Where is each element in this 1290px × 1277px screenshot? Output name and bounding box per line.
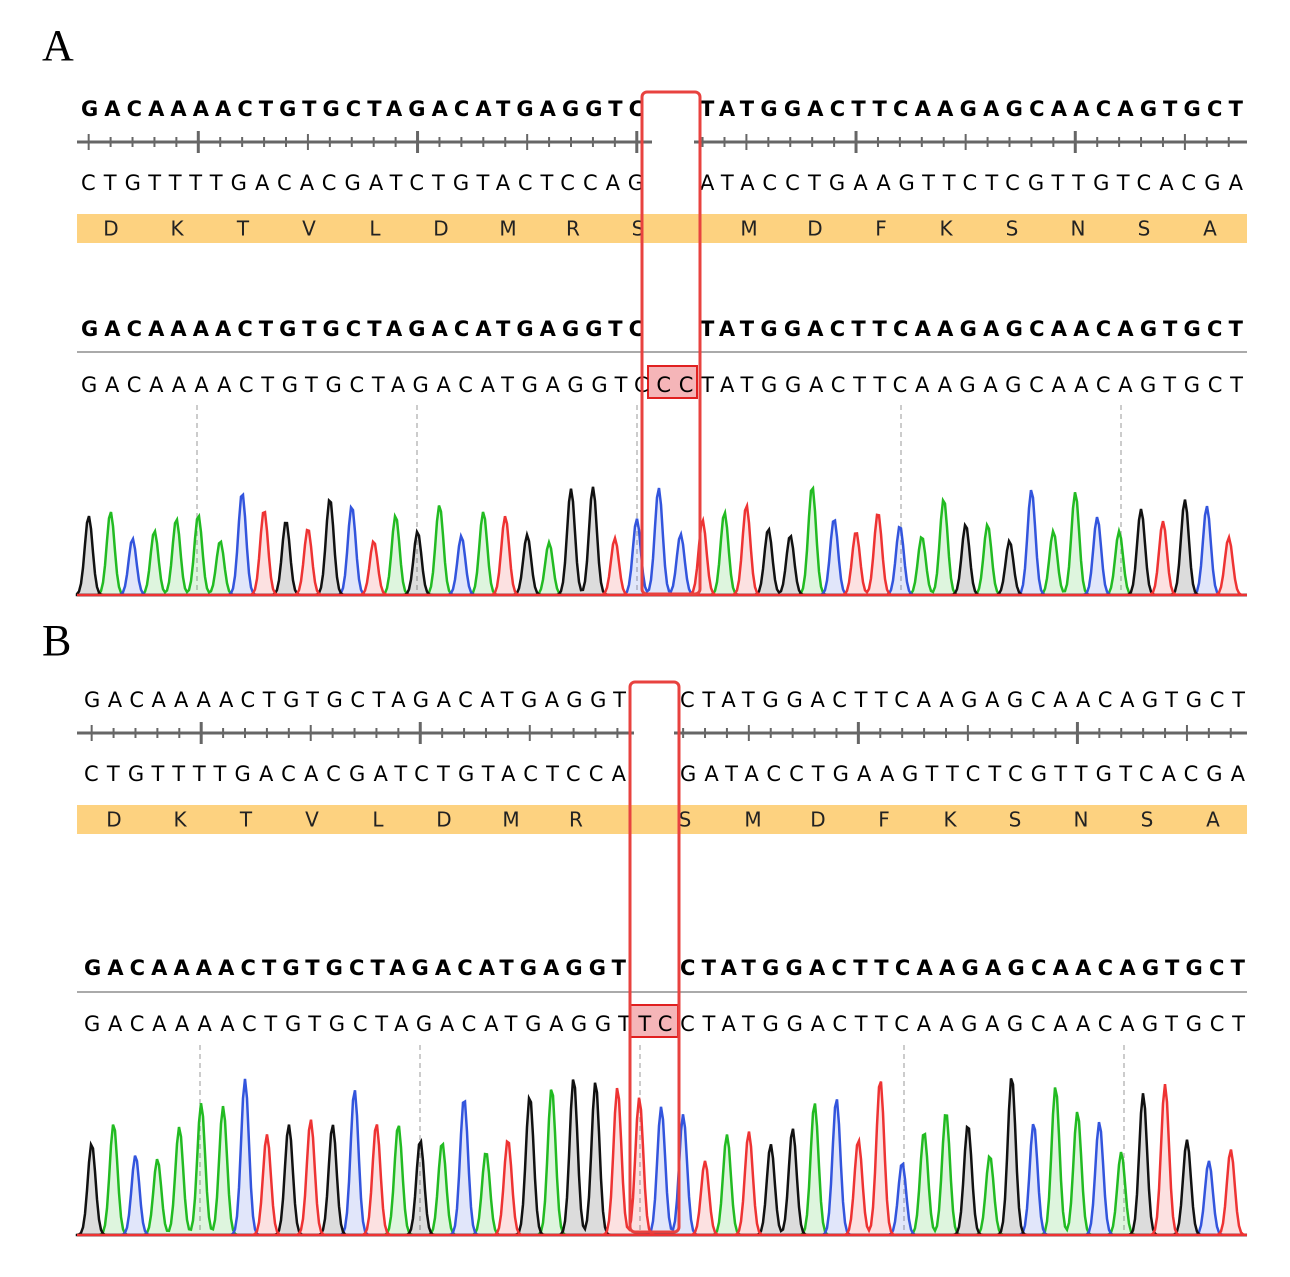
amino-acid: D [810,808,825,832]
amino-acid: R [566,217,580,241]
amino-acid: M [744,808,761,832]
panel-label: A [42,21,74,70]
panel-a: A GACAAAACTGTGCTAGACATGAGGTC TATGGACTTCAAG… [42,21,1247,597]
amino-acid: T [239,808,253,832]
amino-acid: A [1203,217,1217,241]
sequencing-read: GACAAAACTGTGCTAGACATGAGGTTCCTATGGACTTCAA… [84,1012,1245,1036]
position-ruler [77,131,1247,153]
reference-sequence-top-right: TATGGACTTCAAGAGCAACAGTGCT [700,97,1244,121]
translation-bar [77,214,1247,243]
amino-acid: D [436,808,451,832]
amino-acid: D [433,217,448,241]
reference-sequence-right: TATGGACTTCAAGAGCAACAGTGCT [700,317,1244,341]
amino-acid: S [679,808,692,832]
amino-acid: S [1141,808,1154,832]
amino-acid: L [372,808,384,832]
amino-acid: T [236,217,250,241]
complement-sequence-right: ATACCTGAAGTTCTCGTTGTCACGA [700,171,1244,195]
amino-acid: M [740,217,757,241]
amino-acid: N [1071,217,1086,241]
amino-acid: K [170,217,184,241]
reference-sequence-right: CTATGGACTTCAAGAGCAACAGTGCT [680,956,1246,980]
reference-sequence-left: GACAAAACTGTGCTAGACATGAGGT [84,956,627,980]
translation-bar [77,805,1247,834]
insertion-box [628,680,681,1234]
amino-acid: K [173,808,187,832]
amino-acid: S [1006,217,1019,241]
panel-label: B [42,616,71,665]
chromatogram [75,1078,1248,1237]
position-ruler [77,722,1247,744]
amino-acid: R [569,808,583,832]
reference-sequence-top-right: CTATGGACTTCAAGAGCAACAGTGCT [680,688,1245,712]
amino-acid: A [1206,808,1220,832]
amino-acid: N [1074,808,1089,832]
complement-sequence-left: CTGTTTTGACACGATCTGTACTCCAG [81,171,644,195]
amino-acid: V [302,217,316,241]
amino-acid: S [1009,808,1022,832]
amino-acid: K [943,808,957,832]
complement-sequence-right: GATACCTGAAGTTCTCGTTGTCACGA [680,762,1246,786]
amino-acid: M [502,808,519,832]
amino-acid: V [305,808,319,832]
amino-acid: F [878,808,890,832]
insertion-box [640,90,702,596]
chromatogram [75,485,1247,597]
reference-sequence-left: GACAAAACTGTGCTAGACATGAGGTC [81,317,644,341]
amino-acid: F [875,217,887,241]
amino-acid: K [939,217,953,241]
sequencing-read: GACAAAACTGTGCTAGACATGAGGTCCCTATGGACTTCAA… [81,373,1243,397]
reference-sequence-top-left: GACAAAACTGTGCTAGACATGAGGT [84,688,626,712]
amino-acid: S [1138,217,1151,241]
amino-acid: D [807,217,822,241]
amino-acid: M [499,217,516,241]
amino-acid: D [106,808,121,832]
panel-b: B GACAAAACTGTGCTAGACATGAGGT CTATGGACTTCAAG… [42,616,1248,1237]
insertion-highlight [647,365,698,399]
complement-sequence-left: CTGTTTTGACACGATCTGTACTCCA [84,762,627,786]
reference-sequence-top-left: GACAAAACTGTGCTAGACATGAGGTC [81,97,644,121]
amino-acid: D [103,217,118,241]
amino-acid: L [369,217,381,241]
